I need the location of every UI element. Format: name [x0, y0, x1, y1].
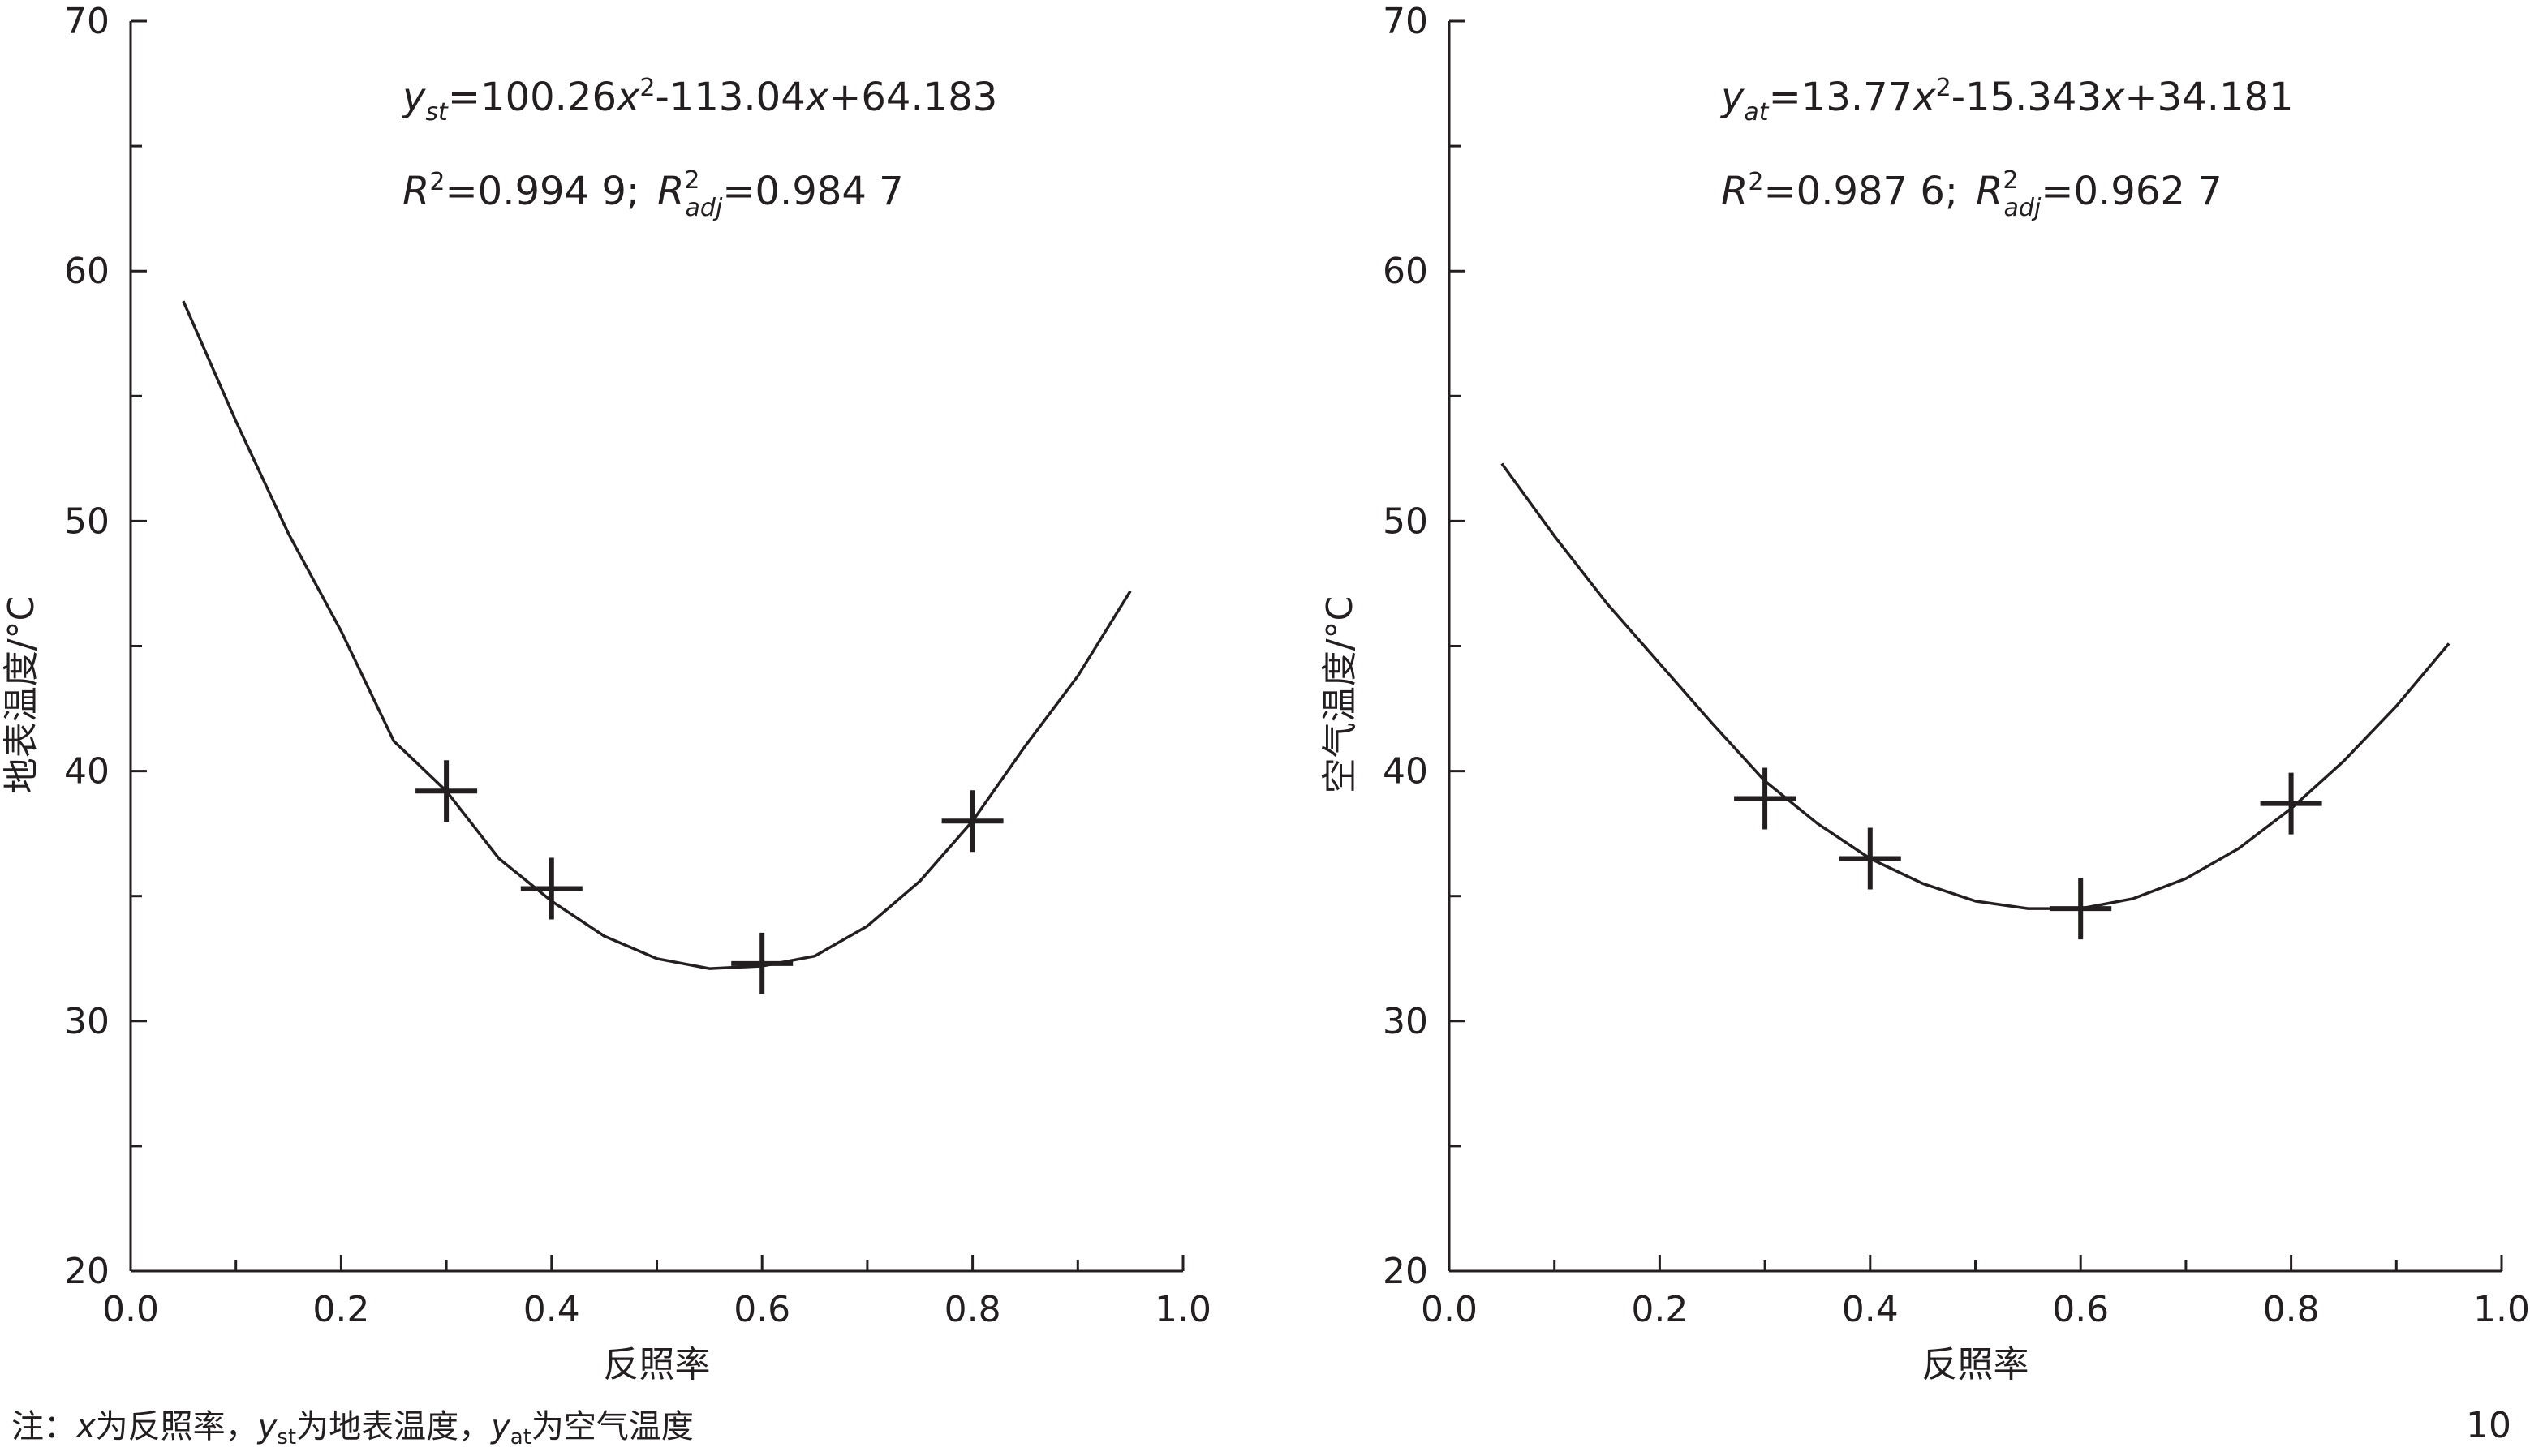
y-tick-label: 70 — [1383, 1, 1428, 42]
y-tick-label: 40 — [64, 751, 110, 792]
data-point-marker — [2050, 878, 2112, 940]
r-squared: R2=0.994 9; R2 adj=0.984 7 — [402, 166, 904, 222]
data-point-marker — [2260, 772, 2322, 835]
chart-right-air-temperature: 20 30 40 50 60 70 0.0 0.2 0.4 0.6 0.8 1.0 反照率 空气温度/°C… — [1319, 1, 2530, 1385]
eq-sup: 2 — [639, 74, 655, 102]
x-axis-label: 反照率 — [1922, 1344, 2029, 1385]
y-tick-label: 40 — [1383, 751, 1428, 792]
x-tick-label: 0.6 — [734, 1289, 790, 1330]
radj-label: R — [1976, 169, 2003, 214]
radj-sub: adj — [2004, 194, 2042, 222]
radj-sup: 2 — [684, 166, 699, 195]
y-axis-label: 地表温度/°C — [1, 596, 42, 794]
y-axis-label: 空气温度/°C — [1319, 596, 1361, 794]
eq-x: x — [804, 75, 829, 120]
x-tick-label: 0.2 — [1631, 1289, 1688, 1330]
y-tick-label: 30 — [1383, 1001, 1428, 1042]
x-tick-label: 0.8 — [944, 1289, 1001, 1330]
chart-left-surface-temperature: 20 30 40 50 60 70 0.0 0.2 0.4 0.6 0.8 1.0 反照率 地表温度/°C… — [1, 1, 1211, 1385]
eq-x: x — [1911, 75, 1936, 120]
fit-equation: yst=100.26x2-113.04x+64.183 — [401, 74, 997, 127]
eq-a: =100.26 — [448, 75, 617, 120]
eq-x: x — [615, 75, 640, 120]
x-tick-label: 0.6 — [2052, 1289, 2109, 1330]
x-tick-label: 0.0 — [102, 1289, 159, 1330]
y-tick-label: 50 — [64, 500, 110, 542]
x-tick-label: 0.4 — [523, 1289, 580, 1330]
r-label: R — [1721, 169, 1748, 214]
radj-label: R — [657, 169, 684, 214]
x-tick-label: 1.0 — [1155, 1289, 1211, 1330]
radj-sub: adj — [686, 194, 723, 222]
page-number: 10 — [2466, 1405, 2511, 1446]
radj-value: =0.962 7 — [2041, 169, 2222, 214]
eq-x: x — [2100, 75, 2125, 120]
x-tick-label: 0.0 — [1421, 1289, 1478, 1330]
data-point-marker — [731, 932, 794, 994]
fit-equation: yat=13.77x2-15.343x+34.181 — [1719, 74, 2294, 127]
r-sup: 2 — [1748, 168, 1763, 196]
y-tick-label: 60 — [64, 251, 110, 292]
x-tick-label: 1.0 — [2473, 1289, 2530, 1330]
y-tick-label: 50 — [1383, 500, 1428, 542]
eq-sup: 2 — [1936, 74, 1951, 102]
x-axis-label: 反照率 — [604, 1344, 711, 1385]
footnote: 注：x为反照率，yst为地表温度，yat为空气温度 — [11, 1408, 694, 1450]
eq-y: y — [1719, 75, 1745, 120]
y-tick-label: 60 — [1383, 251, 1428, 292]
eq-sub: at — [1744, 98, 1769, 127]
r-squared: R2=0.987 6; R2 adj=0.962 7 — [1721, 166, 2222, 222]
eq-c: +64.183 — [828, 75, 997, 120]
eq-sub: st — [425, 98, 449, 127]
x-tick-label: 0.8 — [2263, 1289, 2320, 1330]
y-tick-label: 30 — [64, 1001, 110, 1042]
r-sup: 2 — [429, 168, 445, 196]
fit-curve — [1500, 462, 2450, 910]
r-label: R — [402, 169, 429, 214]
data-point-marker — [415, 760, 478, 822]
y-tick-label: 20 — [1383, 1251, 1428, 1292]
eq-b: -113.04 — [655, 75, 805, 120]
y-tick-label: 70 — [64, 1, 110, 42]
r-value: =0.994 9; — [445, 169, 639, 214]
eq-y: y — [401, 75, 426, 120]
eq-b: -15.343 — [1951, 75, 2102, 120]
eq-a: =13.77 — [1769, 75, 1913, 120]
radj-value: =0.984 7 — [722, 169, 903, 214]
data-point-marker — [941, 790, 1004, 853]
x-tick-label: 0.2 — [312, 1289, 369, 1330]
data-point-marker — [520, 857, 583, 920]
radj-sup: 2 — [2003, 166, 2018, 195]
y-tick-label: 20 — [64, 1251, 110, 1292]
r-value: =0.987 6; — [1763, 169, 1958, 214]
fit-curve — [182, 300, 1132, 970]
data-point-marker — [1734, 767, 1796, 830]
data-point-marker — [1839, 827, 1901, 890]
eq-c: +34.181 — [2124, 75, 2293, 120]
x-tick-label: 0.4 — [1842, 1289, 1899, 1330]
